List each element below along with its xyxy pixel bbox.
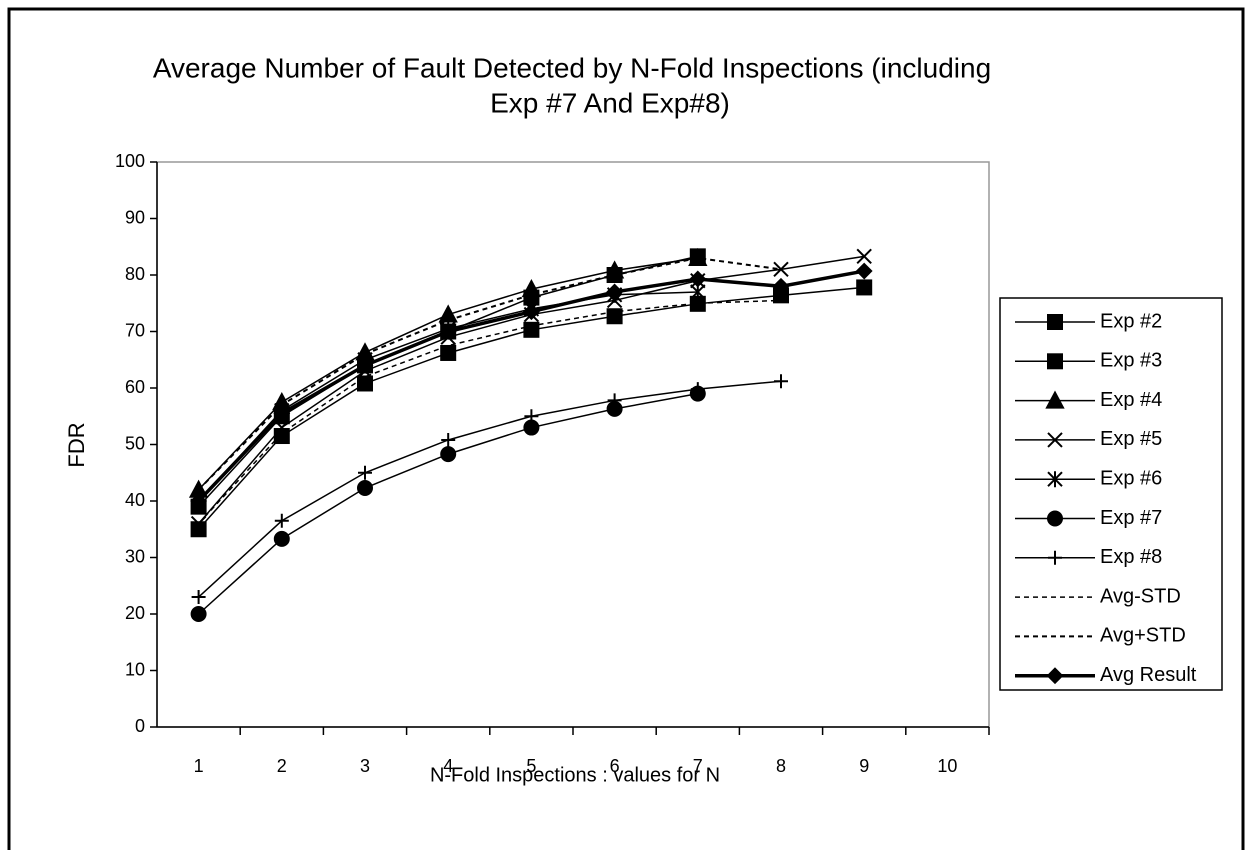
x-tick-label: 10 [937,756,957,776]
marker [1047,471,1063,488]
chart-title: Average Number of Fault Detected by N-Fo… [153,52,991,83]
marker [1045,390,1065,409]
marker [523,321,540,338]
marker [274,513,289,528]
marker [190,606,207,622]
marker [689,270,707,288]
marker [688,247,708,267]
marker [358,465,372,480]
marker [524,409,539,424]
marker [1047,432,1063,448]
marker [356,356,374,374]
marker [274,419,290,436]
marker [191,590,206,605]
legend-label: Exp #2 [1100,310,1162,332]
x-tick-label: 4 [443,756,453,776]
legend-label: Exp #7 [1100,507,1162,529]
marker [774,374,788,389]
y-tick-label: 80 [125,264,145,284]
plot-area [156,161,990,728]
marker [1047,353,1063,370]
marker [1047,314,1063,330]
y-tick-label: 10 [125,659,145,679]
x-tick-label: 1 [194,756,204,776]
y-tick-label: 30 [125,546,145,566]
x-tick-label: 2 [277,756,287,776]
legend-label: Avg-STD [1100,585,1181,607]
x-tick-label: 6 [610,756,620,776]
y-tick-label: 50 [125,433,145,453]
series-line [198,299,782,525]
y-tick-label: 0 [135,716,145,736]
x-tick-label: 5 [526,756,536,776]
marker [357,480,373,497]
x-axis-label: N-Fold Inspections : values for N [430,764,720,786]
marker [522,303,540,321]
marker [273,530,290,547]
legend [999,297,1223,691]
marker [855,262,873,280]
marker [772,277,790,295]
marker [1046,667,1064,685]
legend-label: Exp #4 [1100,389,1162,411]
y-tick-label: 60 [125,377,145,397]
marker [604,260,625,279]
marker [1048,550,1062,565]
legend-label: Exp #3 [1100,350,1162,372]
x-tick-label: 3 [360,756,370,776]
marker [439,323,457,340]
y-tick-label: 90 [125,207,145,227]
marker [1047,510,1063,527]
legend-label: Avg+STD [1100,625,1186,647]
y-axis-label: FDR [64,422,89,467]
marker [441,432,456,447]
legend-label: Exp #8 [1100,546,1162,568]
marker [190,492,208,510]
marker [440,446,457,463]
y-tick-label: 100 [115,151,145,171]
x-tick-label: 7 [693,756,703,776]
legend-label: Exp #5 [1100,428,1162,450]
marker [856,248,872,265]
marker [357,375,373,392]
x-tick-label: 8 [776,756,786,776]
y-tick-label: 40 [125,490,145,510]
series-line [198,380,782,598]
series-line [197,257,782,491]
marker [440,344,457,361]
x-tick-label: 9 [859,756,869,776]
legend-label: Avg Result [1100,664,1197,686]
marker [607,393,622,408]
chart-title: Exp #7 And Exp#8) [490,87,730,118]
legend-label: Exp #6 [1100,467,1162,489]
marker [773,261,789,278]
marker [273,405,291,422]
marker [690,382,705,397]
marker [521,279,542,298]
marker [856,279,873,296]
y-tick-label: 20 [125,603,145,623]
y-tick-label: 70 [125,320,145,340]
marker [606,283,624,301]
